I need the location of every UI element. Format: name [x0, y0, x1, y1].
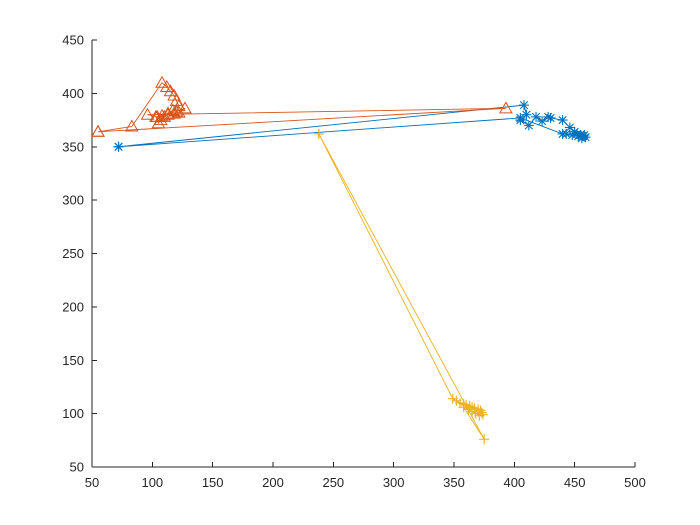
triangle-marker [165, 103, 180, 116]
x-tick-label: 450 [564, 475, 586, 490]
series-3 [313, 128, 490, 445]
asterisk-marker [515, 112, 526, 123]
y-tick-label: 400 [62, 86, 84, 101]
x-tick-label: 150 [202, 475, 224, 490]
x-tick-label: 500 [624, 475, 646, 490]
x-tick-label: 200 [262, 475, 284, 490]
axes [91, 39, 636, 468]
asterisk-marker [545, 112, 556, 123]
triangle-marker [151, 116, 166, 129]
asterisk-marker [557, 115, 568, 126]
asterisk-marker [537, 116, 548, 127]
triangle-marker [499, 101, 513, 114]
y-tick-label: 50 [70, 460, 84, 475]
triangle-marker [124, 119, 139, 132]
y-tick-label: 100 [62, 406, 84, 421]
x-tick-label: 400 [503, 475, 525, 490]
triangle-marker [161, 107, 175, 120]
triangle-marker [155, 75, 169, 88]
y-tick-label: 150 [62, 353, 84, 368]
triangle-marker [172, 105, 186, 118]
series-layer [91, 75, 591, 445]
x-tick-label: 100 [141, 475, 163, 490]
series-2 [91, 75, 513, 137]
y-tick-label: 350 [62, 139, 84, 154]
y-tick-label: 300 [62, 193, 84, 208]
triangle-marker [178, 101, 192, 114]
plus-marker [463, 404, 474, 415]
asterisk-marker [113, 141, 124, 152]
x-tick-label: 250 [322, 475, 344, 490]
x-tick-label: 50 [85, 475, 99, 490]
y-tick-label: 200 [62, 299, 84, 314]
asterisk-marker [557, 128, 568, 139]
triangle-marker [161, 106, 175, 119]
y-tick-label: 250 [62, 246, 84, 261]
triangle-marker [140, 107, 155, 120]
asterisk-marker [573, 131, 584, 142]
series-1 [113, 100, 591, 152]
plus-marker [313, 128, 324, 139]
asterisk-marker [518, 100, 529, 111]
plus-marker [458, 402, 469, 413]
x-tick-label: 350 [443, 475, 465, 490]
x-tick-label: 300 [383, 475, 405, 490]
triangle-marker [91, 124, 105, 137]
asterisk-marker [523, 120, 534, 131]
triangle-marker [169, 104, 184, 117]
y-tick-label: 450 [62, 33, 84, 48]
tick-layer: 50 100 150 200 250 300 350 400 450 500 50 100 150 200… [62, 33, 646, 491]
plus-marker [479, 434, 490, 445]
triangle-marker [150, 109, 165, 122]
asterisk-marker [531, 111, 542, 122]
series-3-line [318, 133, 485, 440]
